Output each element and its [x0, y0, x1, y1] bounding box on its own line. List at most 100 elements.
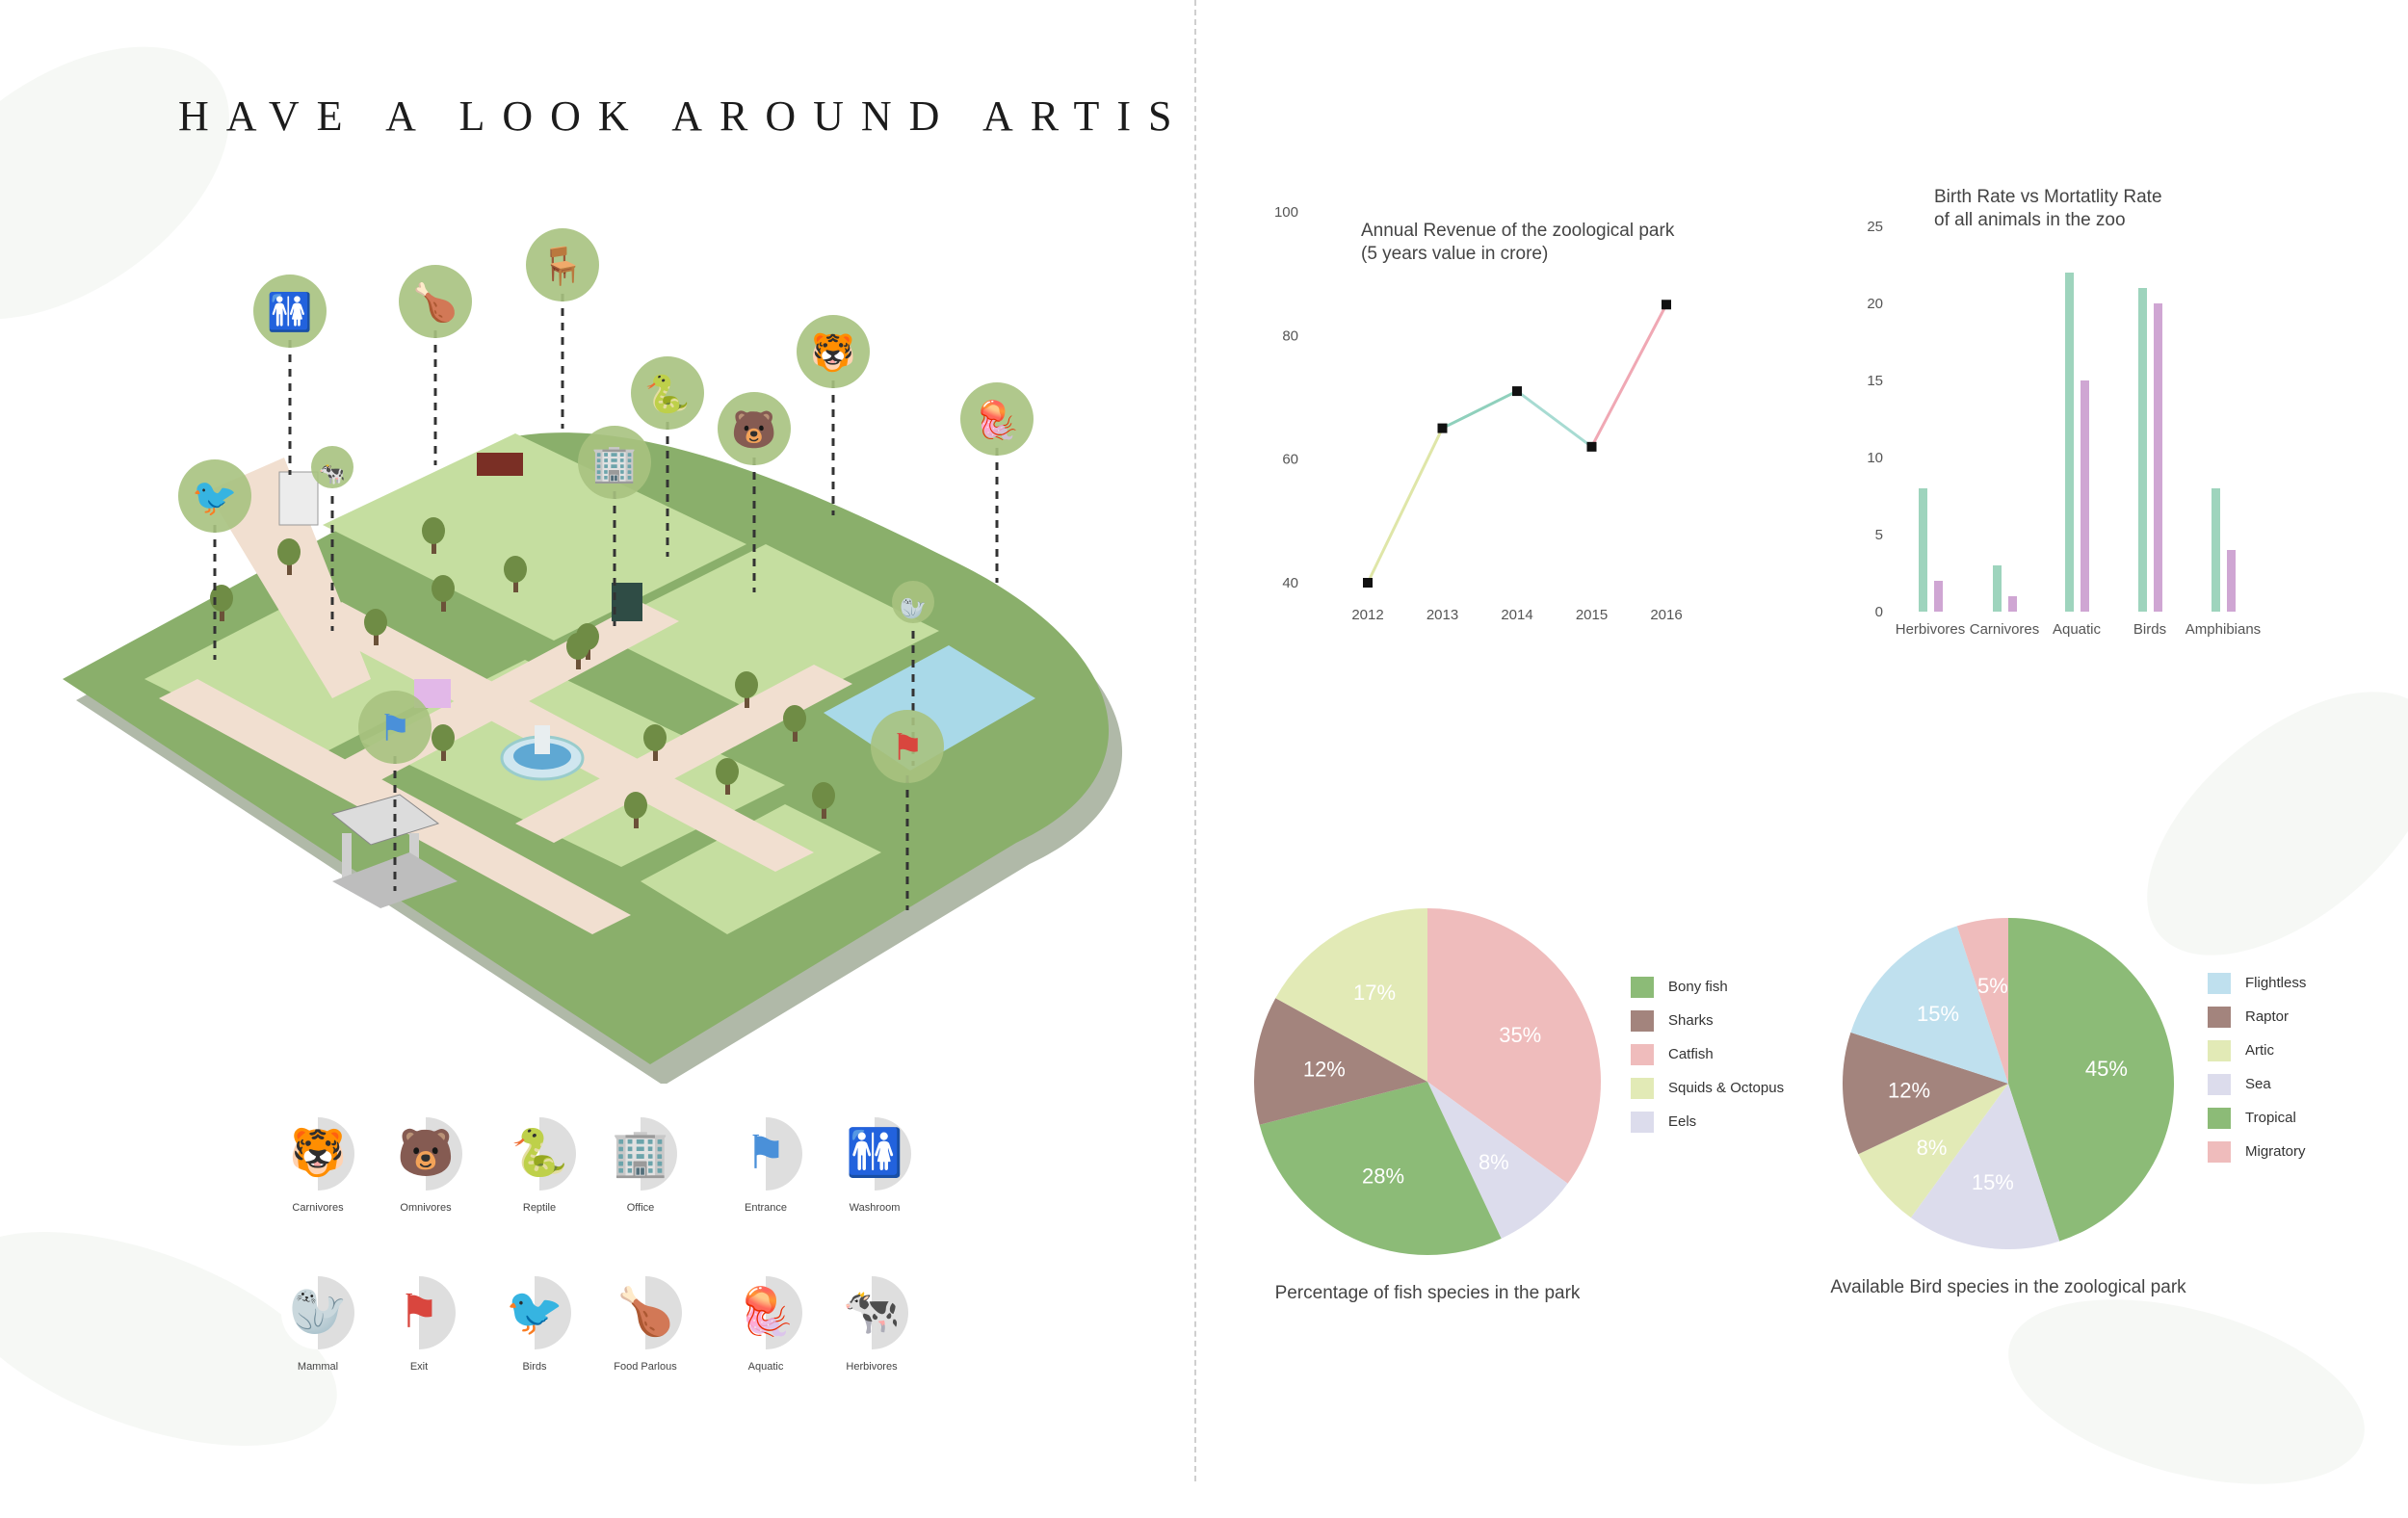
- pie-slice: [1427, 908, 1601, 1184]
- chart-subtitle: of all animals in the zoo: [1934, 210, 2126, 230]
- tree-crown: [624, 792, 647, 819]
- bar: [1993, 565, 2002, 612]
- data-point: [1512, 386, 1522, 397]
- legend-label: Bony fish: [1668, 979, 1728, 995]
- washroom-icon: 🚻: [838, 1117, 911, 1191]
- legend-label: Sea: [2245, 1076, 2271, 1092]
- legend-item-reptile: 🐍 Reptile: [482, 1117, 597, 1214]
- bird-icon: 🐦: [192, 478, 237, 518]
- park-map: 🐦 🚻 🐄 🍗 🪑 🏢🐍 🐻 🐯 🪼 🦭 ⚑ ⚑: [63, 228, 1123, 1084]
- legend-swatch: [1631, 976, 1654, 998]
- y-tick-label: 0: [1875, 604, 1883, 620]
- tiger-icon: 🐯: [281, 1117, 354, 1191]
- footpath: [515, 665, 852, 843]
- legend-label: Carnivores: [292, 1202, 344, 1214]
- legend-label: Birds: [522, 1361, 547, 1373]
- legend-label: Squids & Octopus: [1668, 1080, 1785, 1096]
- pin-circle: [631, 356, 704, 430]
- legend-swatch: [2208, 972, 2231, 994]
- restaurant-building: [477, 453, 523, 476]
- legend-entry: Sea: [2208, 1067, 2306, 1101]
- tree-trunk: [634, 809, 639, 828]
- legend-label: Office: [626, 1202, 655, 1214]
- data-point: [1586, 441, 1597, 452]
- legend-item-food-parlous: 🍗 Food Parlous: [588, 1276, 703, 1373]
- pie-slice: [1850, 926, 2008, 1084]
- chart-title: Birth Rate vs Mortatlity Rate: [1934, 187, 2162, 207]
- entrance-gate-roof: [330, 794, 440, 846]
- tree-crown: [812, 782, 835, 809]
- legend-item-mammal: 🦭 Mammal: [260, 1276, 376, 1373]
- legend-entry: Squids & Octopus: [1631, 1071, 1784, 1105]
- seal-icon: 🦭: [900, 596, 926, 620]
- cow-icon: 🐄: [319, 461, 345, 485]
- y-tick-label: 15: [1867, 373, 1883, 389]
- legend-entry: Sharks: [1631, 1004, 1784, 1037]
- legend-label: Entrance: [744, 1202, 788, 1214]
- category-label: Aquatic: [2053, 621, 2102, 638]
- pie-slice: [1956, 918, 2008, 1084]
- legend-entry: Migratory: [2208, 1135, 2306, 1168]
- reptile-icon: 🐍: [503, 1117, 576, 1191]
- legend-label: Artic: [2245, 1042, 2274, 1059]
- tree-crown: [735, 671, 758, 698]
- fountain-pillar: [535, 725, 550, 754]
- pin-circle: [960, 382, 1034, 456]
- x-tick-label: 2015: [1576, 607, 1608, 623]
- pie-slice: [2008, 918, 2174, 1242]
- tree-trunk: [432, 535, 436, 554]
- legend-item-aquatic: 🪼 Aquatic: [708, 1276, 824, 1373]
- chart-title: Percentage of fish species in the park: [1275, 1283, 1581, 1303]
- pin-circle: [253, 275, 327, 348]
- pie-slice: [1275, 908, 1427, 1082]
- line-segment: [1441, 389, 1518, 430]
- tree-trunk: [513, 573, 518, 592]
- legend-item-birds: 🐦 Birds: [477, 1276, 592, 1373]
- pie-slice: [1910, 1084, 2060, 1249]
- revenue-line-chart: Annual Revenue of the zoological park (5 …: [1274, 204, 1683, 623]
- legend-item-omnivores: 🐻 Omnivores: [368, 1117, 484, 1214]
- bird-species-pie-chart: 45% 15% 8% 12% 15% 5% Available Bird species i…: [1830, 918, 2186, 1297]
- pie-slice: [1858, 1084, 2008, 1218]
- washroom-building: [278, 471, 319, 526]
- exit-flag-icon: ⚑: [891, 728, 924, 769]
- pie-slice: [1843, 1032, 2008, 1155]
- x-tick-label: 2016: [1650, 607, 1682, 623]
- washroom-icon: 🚻: [267, 291, 312, 333]
- pin-circle: [871, 710, 944, 783]
- pin-circle: [358, 691, 432, 764]
- tree-trunk: [793, 722, 798, 742]
- legend-label: Omnivores: [400, 1202, 452, 1214]
- chart-title: Available Bird species in the zoological…: [1830, 1277, 2186, 1297]
- bird-pie-legend: Flightless Raptor Artic Sea Tropical Migrator…: [2208, 966, 2306, 1168]
- data-point: [1363, 578, 1373, 588]
- tree-trunk: [287, 556, 292, 575]
- legend-entry: Artic: [2208, 1034, 2306, 1067]
- legend-label: Migratory: [2245, 1143, 2306, 1160]
- footpath: [207, 458, 371, 698]
- entrance-flag-icon: ⚑: [729, 1117, 802, 1191]
- icon-legend: 🐯 Carnivores 🐻 Omnivores 🐍 Reptile 🏢 Off…: [260, 1117, 934, 1406]
- tree-crown: [364, 609, 387, 636]
- category-label: Amphibians: [2186, 621, 2261, 638]
- legend-label: Sharks: [1668, 1012, 1714, 1029]
- line-segment: [1590, 303, 1668, 448]
- fountain-water: [513, 743, 571, 770]
- slice-label: 17%: [1353, 981, 1396, 1005]
- exit-flag-icon: ⚑: [382, 1276, 456, 1349]
- pie-slice: [1427, 1082, 1568, 1239]
- tree-group: [210, 517, 835, 828]
- tree-trunk: [576, 650, 581, 669]
- gate-platform: [332, 852, 458, 908]
- pin-circle: [526, 228, 599, 301]
- bar: [2065, 273, 2074, 612]
- legend-label: Catfish: [1668, 1046, 1714, 1062]
- y-tick-label: 25: [1867, 219, 1883, 235]
- legend-label: Food Parlous: [614, 1361, 677, 1373]
- slice-label: 8%: [1917, 1136, 1948, 1160]
- tree-crown: [716, 758, 739, 785]
- bar: [2138, 288, 2147, 612]
- data-point: [1437, 423, 1448, 433]
- tree-trunk: [725, 775, 730, 795]
- legend-item-office: 🏢 Office: [583, 1117, 698, 1214]
